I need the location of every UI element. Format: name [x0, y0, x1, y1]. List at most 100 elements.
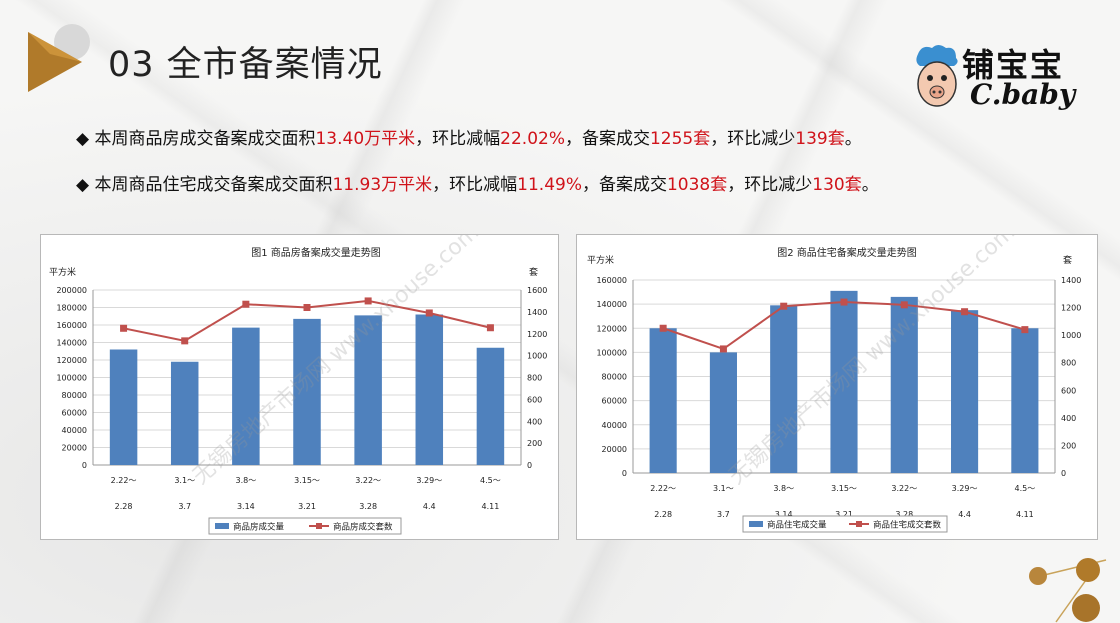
x-tick-label: 3.14 [237, 502, 255, 511]
line-point [659, 324, 667, 332]
bar [476, 347, 505, 465]
y-tick-label: 0 [82, 461, 87, 470]
y-tick-label: 20000 [62, 444, 87, 453]
legend-swatch-point [316, 523, 322, 529]
x-tick-label: 3.15～ [831, 484, 857, 493]
y-tick-label: 140000 [596, 300, 627, 309]
y2-tick-label: 800 [527, 374, 542, 383]
bullet-value: 11.49% [517, 175, 582, 195]
y2-tick-label: 400 [527, 417, 542, 426]
line-point [242, 300, 250, 308]
bar [951, 310, 979, 473]
line-point [961, 308, 969, 316]
bullet-text: ，环比减幅 [432, 175, 518, 195]
y-tick-label: 80000 [602, 373, 627, 382]
line-point [120, 324, 128, 332]
x-tick-label: 3.1～ [174, 476, 195, 485]
line-point [719, 345, 727, 353]
line-point [900, 301, 908, 309]
line-point [486, 324, 494, 332]
x-tick-label: 2.22～ [111, 476, 137, 485]
chart-title: 图1 商品房备案成交量走势图 [251, 246, 381, 259]
corner-triangle-icon [28, 24, 90, 92]
y-tick-label: 60000 [62, 409, 87, 418]
y2-tick-label: 400 [1061, 414, 1076, 423]
x-tick-label: 3.21 [835, 510, 853, 519]
bar [109, 349, 138, 465]
bullet-text: ，环比减少 [710, 129, 796, 149]
y-tick-label: 100000 [596, 348, 627, 357]
x-tick-label: 2.28 [654, 510, 672, 519]
y-tick-label: 80000 [62, 391, 87, 400]
page-title: 03 全市备案情况 [108, 45, 383, 85]
x-tick-label: 4.5～ [1014, 484, 1035, 493]
x-tick-label: 4.4 [958, 510, 971, 519]
x-tick-label: 3.21 [298, 502, 316, 511]
y2-tick-label: 1400 [527, 308, 547, 317]
bullet-value: 1255套 [649, 129, 711, 149]
x-tick-label: 4.11 [1016, 510, 1034, 519]
brand-logo: 铺宝宝 C.baby [912, 38, 1092, 118]
y-tick-label: 180000 [56, 304, 87, 313]
bullet-text: ，备案成交 [564, 129, 650, 149]
bar [830, 290, 858, 473]
line-point [1021, 326, 1029, 334]
x-tick-label: 2.28 [115, 502, 133, 511]
y2-tick-label: 1000 [527, 352, 547, 361]
gold-orbs-decoration [1029, 558, 1107, 623]
mascot-icon [916, 45, 958, 107]
x-tick-label: 4.5～ [480, 476, 501, 485]
legend-label: 商品住宅成交套数 [873, 520, 942, 531]
x-tick-label: 3.1～ [713, 484, 734, 493]
x-tick-label: 3.8～ [773, 484, 794, 493]
y-tick-label: 140000 [56, 339, 87, 348]
line-point [840, 298, 848, 306]
x-tick-label: 3.7 [178, 502, 191, 511]
y2-tick-label: 1200 [1061, 304, 1081, 313]
bar [890, 296, 918, 473]
legend-swatch-point [856, 521, 862, 527]
x-tick-label: 2.22～ [650, 484, 676, 493]
y2-tick-label: 200 [1061, 441, 1076, 450]
bullet-value: 13.40万平米 [315, 129, 416, 149]
y2-tick-label: 1400 [1061, 276, 1081, 285]
bar [415, 314, 444, 465]
bar [232, 327, 260, 465]
y-tick-label: 60000 [602, 397, 627, 406]
line-point [425, 309, 433, 317]
bullet-text: ，备案成交 [581, 175, 667, 195]
x-tick-label: 3.22～ [355, 476, 381, 485]
y-tick-label: 160000 [56, 321, 87, 330]
y2-tick-label: 600 [527, 395, 542, 404]
legend-box [742, 515, 948, 533]
y2-tick-label: 1000 [1061, 331, 1081, 340]
x-tick-label: 3.22～ [891, 484, 917, 493]
chart-title: 图2 商品住宅备案成交量走势图 [777, 246, 917, 259]
y2-tick-label: 800 [1061, 359, 1076, 368]
x-tick-label: 3.29～ [416, 476, 442, 485]
bullet-value: 22.02% [500, 129, 565, 149]
y-tick-label: 20000 [602, 445, 627, 454]
bullet-text: 。 [844, 129, 862, 149]
y-tick-label: 0 [622, 469, 627, 478]
bullet-text: 本周商品房成交备案成交面积 [94, 129, 316, 149]
bullet-value: 11.93万平米 [332, 175, 433, 195]
bullet-text: 。 [861, 175, 879, 195]
bar [649, 328, 677, 473]
bullet-text: ，环比减幅 [415, 129, 501, 149]
y2-tick-label: 1200 [527, 330, 547, 339]
bar [770, 305, 798, 473]
legend-label: 商品房成交量 [233, 522, 285, 533]
y-tick-label: 200000 [56, 286, 87, 295]
legend-swatch-bar [749, 521, 763, 527]
x-tick-label: 3.15～ [294, 476, 320, 485]
y-axis-label: 平方米 [49, 266, 76, 278]
x-tick-label: 3.29～ [952, 484, 978, 493]
bar [1011, 328, 1039, 473]
bullet-value: 1038套 [666, 175, 728, 195]
y-tick-label: 120000 [596, 324, 627, 333]
y-tick-label: 40000 [602, 421, 627, 430]
bullet-text: ，环比减少 [727, 175, 813, 195]
